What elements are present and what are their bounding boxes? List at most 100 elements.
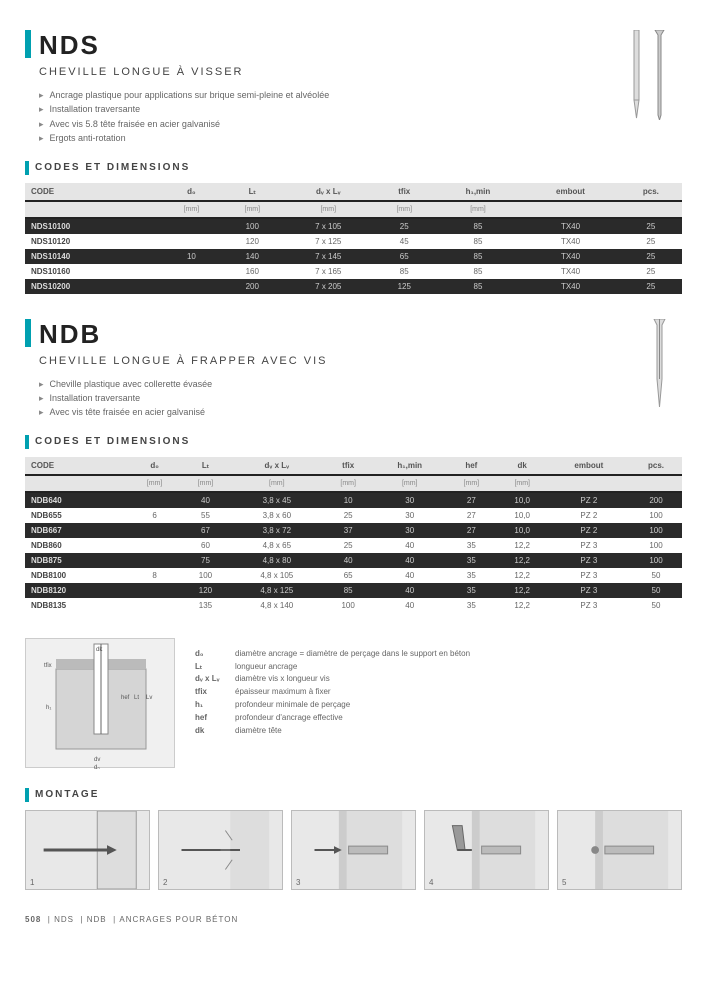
table-cell: 55 — [180, 508, 231, 523]
table-cell: 40 — [374, 568, 446, 583]
table-cell: 85 — [435, 218, 522, 234]
table-cell: 100 — [180, 568, 231, 583]
table-cell: 200 — [630, 492, 682, 508]
ndb-product-images — [652, 319, 667, 409]
table-cell: 3,8 x 60 — [231, 508, 323, 523]
svg-text:h₁: h₁ — [46, 705, 51, 711]
bullet-item: Avec vis 5.8 tête fraisée en acier galva… — [39, 117, 682, 131]
col-header: pcs. — [620, 183, 682, 201]
table-cell: 50 — [630, 598, 682, 613]
table-cell: 12,2 — [497, 583, 548, 598]
ndb-title-row: NDB — [25, 319, 682, 350]
nds-table: CODEd₀Lₜdᵥ x Lᵥtfixh₁,minemboutpcs.[mm][… — [25, 183, 682, 294]
table-cell: 7 x 205 — [283, 279, 374, 294]
col-header: dᵥ x Lᵥ — [231, 457, 323, 475]
table-cell: PZ 3 — [548, 553, 630, 568]
table-cell: PZ 2 — [548, 508, 630, 523]
table-cell — [161, 279, 222, 294]
nds-product-images — [629, 30, 667, 120]
table-cell: 140 — [222, 249, 283, 264]
table-cell — [129, 598, 180, 613]
table-cell: 4,8 x 125 — [231, 583, 323, 598]
ndb-subtitle: CHEVILLE LONGUE À FRAPPER AVEC VIS — [39, 355, 682, 367]
nds-title-row: NDS — [25, 30, 682, 61]
table-cell: 10,0 — [497, 523, 548, 538]
page-footer: 508 | NDS | NDB | ANCRAGES POUR BÉTON — [25, 915, 682, 924]
table-cell: 40 — [323, 553, 374, 568]
ndb-table: CODEd₀Lₜdᵥ x Lᵥtfixh₁,minhefdkemboutpcs.… — [25, 457, 682, 613]
montage-step: 4 — [424, 810, 549, 890]
table-cell: PZ 3 — [548, 583, 630, 598]
table-cell: 27 — [446, 523, 497, 538]
table-cell — [129, 538, 180, 553]
col-unit: [mm] — [180, 475, 231, 492]
col-unit: [mm] — [222, 201, 283, 218]
table-cell: 7 x 125 — [283, 234, 374, 249]
svg-text:dk: dk — [96, 647, 103, 653]
table-cell: 100 — [323, 598, 374, 613]
table-cell: NDB8120 — [25, 583, 129, 598]
table-cell: 85 — [435, 279, 522, 294]
table-cell: 40 — [180, 492, 231, 508]
table-row: NDB6556553,8 x 6025302710,0PZ 2100 — [25, 508, 682, 523]
table-cell: 85 — [374, 264, 435, 279]
table-cell: 25 — [620, 264, 682, 279]
col-unit: [mm] — [374, 475, 446, 492]
col-unit — [25, 201, 161, 218]
table-cell: 25 — [620, 279, 682, 294]
table-cell: 35 — [446, 568, 497, 583]
footer-p1: NDS — [54, 915, 74, 924]
table-cell — [129, 492, 180, 508]
col-unit: [mm] — [323, 475, 374, 492]
legend-hef: hefprofondeur d'ancrage effective — [195, 712, 682, 725]
table-cell: NDB8135 — [25, 598, 129, 613]
table-cell: TX40 — [521, 264, 620, 279]
table-cell: 125 — [374, 279, 435, 294]
col-header: CODE — [25, 457, 129, 475]
nds-tbody: NDS101001007 x 1052585TX4025NDS101201207… — [25, 218, 682, 294]
col-header: dᵥ x Lᵥ — [283, 183, 374, 201]
table-row: NDB810081004,8 x 10565403512,2PZ 350 — [25, 568, 682, 583]
table-row: NDB875754,8 x 8040403512,2PZ 3100 — [25, 553, 682, 568]
step-number: 4 — [429, 878, 433, 887]
table-cell: PZ 3 — [548, 598, 630, 613]
legend-dvlv: dᵥ x Lᵥdiamètre vis x longueur vis — [195, 673, 682, 686]
table-cell: 4,8 x 140 — [231, 598, 323, 613]
nds-subtitle: CHEVILLE LONGUE À VISSER — [39, 66, 682, 78]
table-cell: 60 — [180, 538, 231, 553]
bullet-item: Installation traversante — [39, 102, 682, 116]
table-row: NDS102002007 x 20512585TX4025 — [25, 279, 682, 294]
table-cell: 4,8 x 65 — [231, 538, 323, 553]
accent-bar-small — [25, 435, 29, 449]
svg-text:tfix: tfix — [44, 663, 52, 669]
table-cell: TX40 — [521, 218, 620, 234]
table-cell: NDB860 — [25, 538, 129, 553]
table-cell — [129, 523, 180, 538]
table-cell: 10,0 — [497, 492, 548, 508]
table-cell: 35 — [446, 583, 497, 598]
table-cell: 30 — [374, 508, 446, 523]
col-header: embout — [521, 183, 620, 201]
table-cell: 100 — [630, 508, 682, 523]
table-cell — [161, 264, 222, 279]
table-row: NDS101601607 x 1658585TX4025 — [25, 264, 682, 279]
nds-section: NDS CHEVILLE LONGUE À VISSER Ancrage pla… — [25, 30, 682, 294]
table-cell: 12,2 — [497, 553, 548, 568]
screw-icon — [652, 30, 667, 120]
table-cell: 40 — [374, 598, 446, 613]
table-cell: 7 x 105 — [283, 218, 374, 234]
montage-title: MONTAGE — [35, 789, 99, 800]
accent-bar-small — [25, 161, 29, 175]
table-cell: NDB875 — [25, 553, 129, 568]
ndb-thead: CODEd₀Lₜdᵥ x Lᵥtfixh₁,minhefdkemboutpcs.… — [25, 457, 682, 492]
table-cell: 25 — [620, 249, 682, 264]
legend-text: d₀diamètre ancrage = diamètre de perçage… — [195, 638, 682, 768]
table-cell: 120 — [180, 583, 231, 598]
table-cell: 27 — [446, 492, 497, 508]
legend-section: dk tfix h₁ hef Lt Lv dv d₀ d₀diamètre an… — [25, 638, 682, 768]
col-unit — [521, 201, 620, 218]
anchor-plug-icon — [629, 30, 644, 120]
table-cell: 30 — [374, 523, 446, 538]
svg-text:Lv: Lv — [146, 695, 152, 701]
col-unit — [548, 475, 630, 492]
